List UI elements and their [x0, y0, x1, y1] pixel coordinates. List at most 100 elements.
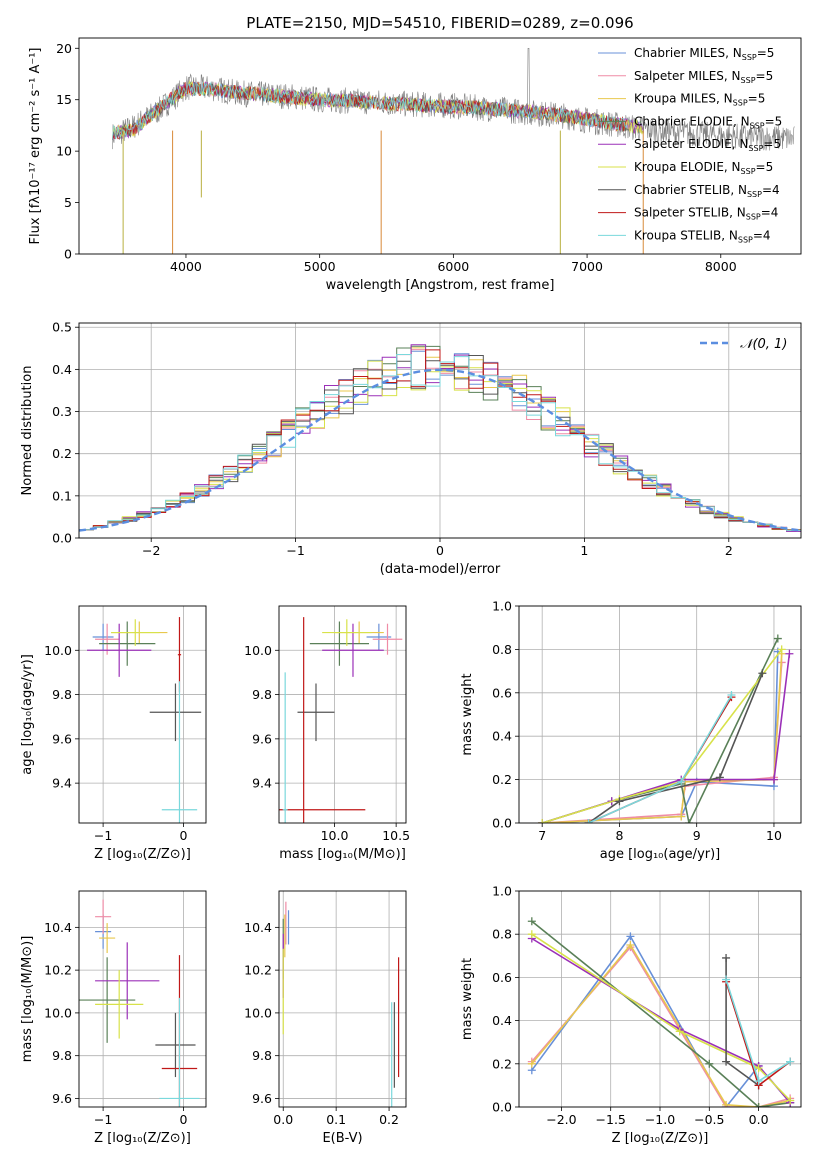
weight-marker: [527, 930, 536, 939]
x-tick-label: 0.0: [749, 1112, 769, 1127]
legend-nssp: =5: [756, 160, 774, 174]
weight-marker: [722, 1057, 731, 1066]
legend-lib: Kroupa MILES, N: [634, 92, 733, 106]
y-axis-label: Flux [fλ10⁻¹⁷ erg cm⁻² s⁻¹ A⁻¹]: [28, 48, 43, 245]
legend-nssp: =4: [761, 206, 779, 220]
plot-area-spectrum: [112, 48, 795, 254]
y-tick-label: 0.4: [492, 729, 512, 744]
weight-marker: [615, 797, 624, 806]
y-tick-label: 9.6: [252, 1091, 272, 1106]
weight-marker: [626, 941, 635, 949]
x-axis-label: wavelength [Angstrom, rest frame]: [326, 278, 555, 293]
x-tick-label: 0: [180, 828, 188, 843]
y-tick-label: 1.0: [492, 599, 512, 614]
y-tick-label: 0.8: [492, 927, 512, 942]
weight-marker: [675, 1027, 684, 1036]
y-tick-label: 0.0: [492, 1100, 512, 1115]
weight-marker: [727, 690, 736, 699]
x-tick-label: 7000: [571, 259, 603, 274]
weight-marker: [722, 1100, 731, 1107]
histogram-9: [79, 354, 801, 538]
x-tick-label: 8: [615, 828, 623, 843]
x-tick-label: 0.1: [326, 1112, 346, 1127]
legend-lib: Salpeter MILES, N: [634, 69, 741, 83]
weight-line-6: [541, 648, 783, 823]
x-tick-label: −1: [286, 543, 304, 558]
legend-label-4: Chabrier ELODIE, NSSP=5: [634, 114, 782, 130]
weight-line-7: [588, 672, 764, 823]
legend-sub: SSP: [733, 99, 748, 108]
y-tick-label: 10.0: [244, 643, 272, 658]
y-axis-label: mass weight: [460, 673, 475, 755]
x-tick-label: 0: [180, 1112, 188, 1127]
x-tick-label: 0: [436, 543, 444, 558]
y-tick-label: 10.2: [44, 963, 72, 978]
legend-lib: Salpeter STELIB, N: [634, 206, 746, 220]
legend-label-2: Salpeter MILES, NSSP=5: [634, 69, 773, 85]
x-tick-label: 4000: [170, 259, 202, 274]
legend-label-gaussian: 𝒩(0, 1): [740, 337, 787, 352]
legend-label-9: Kroupa STELIB, NSSP=4: [634, 228, 771, 244]
legend-lib: Salpeter ELODIE, N: [634, 137, 748, 151]
y-axis-label: Normed distribution: [20, 366, 35, 496]
legend-nssp: =4: [753, 228, 771, 242]
x-tick-label: 7: [538, 828, 546, 843]
y-tick-label: 9.6: [52, 1091, 72, 1106]
plot-area-weight-vs-age: [538, 634, 794, 823]
weight-marker: [626, 932, 635, 941]
x-tick-label: −0.5: [694, 1112, 724, 1127]
x-tick-label: −2: [142, 543, 160, 558]
legend-sub: SSP: [748, 144, 763, 153]
y-tick-label: 0.4: [492, 1013, 512, 1028]
x-tick-label: 10.0: [321, 828, 349, 843]
y-tick-label: 10.4: [44, 920, 72, 935]
y-tick-label: 10.2: [244, 963, 272, 978]
weight-marker: [786, 1096, 795, 1105]
x-tick-label: 9: [693, 828, 701, 843]
y-axis-label: age [log₁₀(age/yr)]: [20, 654, 35, 775]
weight-marker: [715, 773, 724, 782]
x-axis-label: Z [log₁₀(Z/Z⊙)]: [94, 847, 191, 862]
y-tick-label: 0.2: [492, 772, 512, 787]
y-tick-label: 0.2: [52, 446, 72, 461]
y-tick-label: 9.6: [252, 731, 272, 746]
y-tick-label: 9.8: [252, 687, 272, 702]
legend-label-3: Kroupa MILES, NSSP=5: [634, 92, 765, 108]
plot-area-age-vs-Z: [87, 617, 202, 823]
weight-marker: [684, 819, 693, 823]
x-tick-label: 6000: [437, 259, 469, 274]
weight-marker: [754, 1064, 763, 1073]
legend-sub: SSP: [750, 121, 765, 130]
weight-line-3: [542, 653, 783, 823]
gaussian-curve: [79, 368, 801, 532]
x-tick-label: 2: [725, 543, 733, 558]
x-tick-label: 1: [580, 543, 588, 558]
x-tick-label: 8000: [705, 259, 737, 274]
y-tick-label: 9.4: [252, 776, 272, 791]
weight-marker: [527, 1059, 536, 1068]
legend-nssp: =5: [763, 137, 781, 151]
legend-nssp: =5: [756, 69, 774, 83]
weight-marker: [773, 634, 782, 643]
y-tick-label: 0.3: [52, 404, 72, 419]
legend-nssp: =4: [762, 183, 780, 197]
plot-area-residuals: [79, 344, 801, 538]
x-axis-label: Z [log₁₀(Z/Z⊙)]: [94, 1131, 191, 1146]
y-tick-label: 9.8: [252, 1048, 272, 1063]
y-tick-label: 10.4: [244, 920, 272, 935]
x-tick-label: 0.0: [273, 1112, 293, 1127]
weight-marker: [785, 649, 794, 658]
y-tick-label: 9.4: [52, 776, 72, 791]
y-axis-label: mass [log₁₀(M/M⊙)]: [20, 936, 35, 1063]
x-axis-label: E(B-V): [322, 1131, 362, 1146]
y-tick-label: 5: [64, 195, 72, 210]
axes-frame: [78, 37, 802, 255]
weight-marker: [777, 645, 786, 654]
y-axis-label: mass weight: [460, 958, 475, 1040]
legend-lib: Kroupa ELODIE, N: [634, 160, 741, 174]
plot-area-age-vs-mass: [279, 617, 403, 823]
x-tick-label: 10: [766, 828, 782, 843]
weight-line-4: [541, 638, 779, 823]
x-axis-label: Z [log₁₀(Z/Z⊙)]: [612, 1131, 709, 1146]
x-tick-label: 5000: [304, 259, 336, 274]
